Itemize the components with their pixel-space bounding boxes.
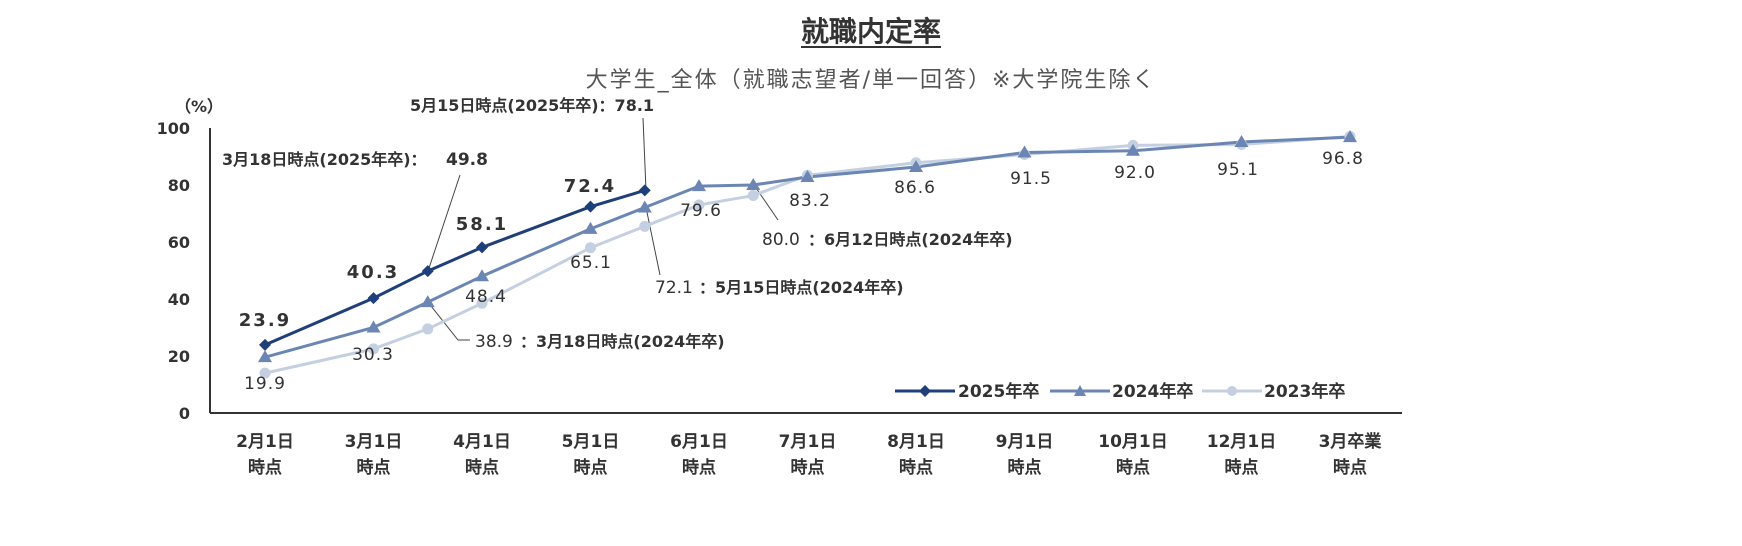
data-label-2024: 92.0 xyxy=(1114,163,1156,183)
x-tick-label: 時点 xyxy=(465,457,499,478)
data-point xyxy=(475,269,489,282)
data-point xyxy=(259,338,271,351)
annotation-2025-may15: 5月15日時点(2025年卒)：78.1 xyxy=(410,96,654,115)
leader-line-2024-mar18 xyxy=(427,301,470,341)
x-tick-label: 12月1日 xyxy=(1207,432,1277,452)
y-tick-label: 20 xyxy=(168,347,190,366)
y-tick-label: 0 xyxy=(179,404,190,423)
data-point xyxy=(476,297,488,309)
chart-subtitle: 大学生_全体（就職志望者/単一回答）※大学院生除く xyxy=(585,68,1157,93)
annotation-2024-jun12-text: ：6月12日時点(2024年卒) xyxy=(808,230,1013,249)
x-tick-label: 3月卒業 xyxy=(1319,431,1382,452)
x-tick-label: 10月1日 xyxy=(1098,432,1168,452)
x-tick-label: 時点 xyxy=(1116,457,1150,478)
data-label-2024: 91.5 xyxy=(1010,169,1052,189)
data-label-2024: 19.9 xyxy=(244,374,286,394)
data-point xyxy=(259,367,271,379)
annotation-2024-mar18-text: ：3月18日時点(2024年卒) xyxy=(520,332,725,351)
data-point xyxy=(800,170,815,183)
data-label-2025: 72.4 xyxy=(564,176,616,197)
leader-line-2025-mar18 xyxy=(427,174,461,272)
y-tick-label: 80 xyxy=(168,176,190,195)
annotation-2024-mar18-value: 38.9 xyxy=(475,332,513,352)
chart-title: 就職内定率 xyxy=(800,15,941,48)
data-point xyxy=(639,220,651,232)
leader-line-2024-may15 xyxy=(645,207,661,276)
leader-line-2024-jun12 xyxy=(753,184,779,221)
data-point xyxy=(746,178,761,190)
data-label-2024: 48.4 xyxy=(465,287,507,307)
x-tick-label: 2月1日 xyxy=(236,432,294,452)
data-point xyxy=(693,199,705,211)
data-point xyxy=(421,265,434,278)
annotation-2024-jun12-value: 80.0 xyxy=(762,230,800,250)
annotation-2024-may15-value: 72.1 xyxy=(655,278,693,298)
data-label-2024: 86.6 xyxy=(894,178,936,198)
x-tick-label: 3月1日 xyxy=(345,432,403,452)
annotation-2025-mar18-text: 3月18日時点(2025年卒)： xyxy=(222,150,427,169)
x-tick-label: 時点 xyxy=(682,457,716,478)
data-label-2024: 95.1 xyxy=(1217,160,1259,180)
data-point xyxy=(366,320,381,333)
x-tick-label: 時点 xyxy=(357,457,391,478)
y-tick-label: 60 xyxy=(168,233,190,252)
legend-marker-2023 xyxy=(1227,386,1237,396)
data-point xyxy=(638,184,651,197)
data-label-2024: 30.3 xyxy=(352,345,394,365)
data-point xyxy=(367,292,380,305)
legend: 2025年卒 2024年卒 2023年卒 xyxy=(895,381,1345,402)
data-point xyxy=(747,190,759,202)
data-point xyxy=(692,179,706,192)
x-tick-label: 時点 xyxy=(1225,457,1259,478)
data-point xyxy=(909,160,923,173)
x-tick-label: 時点 xyxy=(1333,457,1367,478)
data-point xyxy=(1126,143,1140,156)
data-label-2024: 96.8 xyxy=(1322,149,1364,169)
y-axis-unit-label: （%） xyxy=(175,97,223,116)
data-point xyxy=(476,241,488,254)
data-label-2024: 83.2 xyxy=(789,191,831,211)
x-tick-label: 時点 xyxy=(248,457,282,478)
series-line-2024年卒 xyxy=(264,135,1351,359)
y-tick-label: 40 xyxy=(168,290,190,309)
data-point xyxy=(1017,145,1032,158)
x-tick-label: 時点 xyxy=(899,457,933,478)
x-tick-label: 4月1日 xyxy=(453,432,511,452)
legend-label-2024: 2024年卒 xyxy=(1112,381,1193,402)
x-tick-label: 6月1日 xyxy=(670,432,728,452)
data-point xyxy=(368,343,379,355)
x-tick-label: 時点 xyxy=(574,457,608,478)
data-point xyxy=(420,295,435,308)
legend-marker-2025 xyxy=(919,385,931,397)
data-point xyxy=(1234,134,1249,147)
data-point xyxy=(584,200,597,213)
data-label-2024: 65.1 xyxy=(570,253,612,273)
legend-marker-2024 xyxy=(1074,385,1086,396)
legend-label-2025: 2025年卒 xyxy=(958,381,1039,402)
x-tick-label: 時点 xyxy=(791,457,825,478)
x-tick-label: 9月1日 xyxy=(996,432,1054,452)
x-tick-label: 時点 xyxy=(1008,457,1042,478)
data-label-2025: 23.9 xyxy=(239,310,291,331)
annotation-2024-may15-text: ：5月15日時点(2024年卒) xyxy=(699,278,904,297)
data-point xyxy=(1343,130,1357,143)
leader-line-2025-may15 xyxy=(642,117,647,191)
data-point xyxy=(585,242,596,254)
data-point xyxy=(258,350,272,363)
series-line-2025年卒 xyxy=(264,188,646,347)
data-label-2025: 58.1 xyxy=(456,214,508,235)
legend-label-2023: 2023年卒 xyxy=(1264,381,1345,402)
data-label-2024: 79.6 xyxy=(680,201,722,221)
x-tick-label: 8月1日 xyxy=(887,432,945,452)
data-label-2025: 40.3 xyxy=(347,262,399,283)
y-tick-label: 100 xyxy=(157,119,190,138)
data-point xyxy=(637,200,652,213)
x-tick-label: 5月1日 xyxy=(562,432,620,452)
data-point xyxy=(583,221,598,234)
x-tick-label: 7月1日 xyxy=(779,432,837,452)
annotation-2025-mar18-value: 49.8 xyxy=(446,150,488,170)
data-point xyxy=(422,323,434,335)
series-line-2023年卒 xyxy=(264,135,1351,375)
